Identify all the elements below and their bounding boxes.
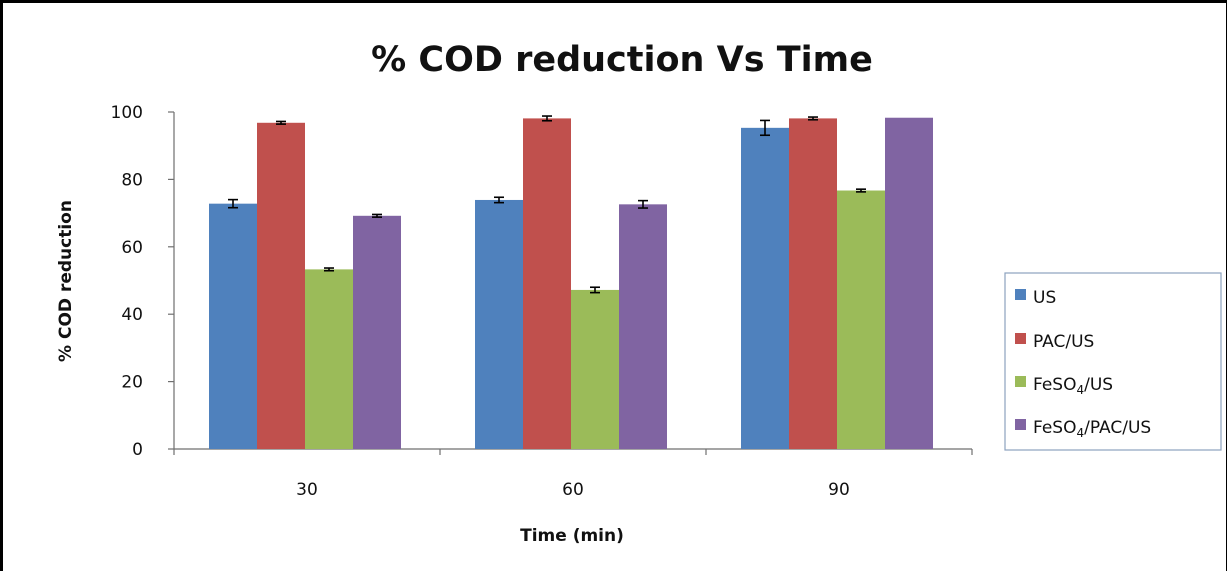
y-tick-label: 0 <box>132 440 143 460</box>
error-bar-feso4-pac-us-60 <box>638 199 648 209</box>
bar-pac-us-60 <box>523 118 571 449</box>
y-tick-label: 60 <box>121 238 143 258</box>
y-tick-label: 100 <box>111 103 143 123</box>
legend-swatch <box>1015 289 1026 300</box>
x-tick-label: 60 <box>562 480 584 500</box>
bars <box>209 117 933 450</box>
legend-swatch <box>1015 376 1026 387</box>
legend-label: FeSO4/PAC/US <box>1033 418 1151 440</box>
error-bar-us-60 <box>494 196 504 204</box>
y-axis: 0 20 40 60 80 100 <box>111 103 175 460</box>
x-tick-label: 30 <box>296 480 318 500</box>
legend: US PAC/US FeSO4/US FeSO4/PAC/US <box>1004 272 1222 451</box>
legend-box <box>1004 272 1222 451</box>
error-bar-feso4-us-90 <box>856 188 866 193</box>
error-bar-pac-us-30 <box>276 120 286 125</box>
y-tick-label: 20 <box>121 373 143 393</box>
error-bar-us-90 <box>760 119 770 137</box>
bar-feso4-us-60 <box>571 289 619 449</box>
legend-item-us: US <box>1015 288 1056 308</box>
legend-label: PAC/US <box>1033 332 1094 352</box>
legend-item-feso4-pac-us: FeSO4/PAC/US <box>1015 418 1151 440</box>
chart-title: % COD reduction Vs Time <box>371 40 873 80</box>
bar-feso4-us-90 <box>837 190 885 449</box>
x-axis: 30 60 90 <box>173 448 973 500</box>
legend-item-feso4-us: FeSO4/US <box>1015 375 1113 397</box>
bar-feso4-us-30 <box>305 269 353 449</box>
bar-feso4-pac-us-60 <box>619 204 667 449</box>
bar-us-60 <box>475 199 523 449</box>
error-bar-feso4-us-60 <box>590 286 600 294</box>
legend-swatch <box>1015 333 1026 344</box>
bar-feso4-pac-us-90 <box>885 117 933 449</box>
legend-label: US <box>1033 288 1056 308</box>
legend-swatch <box>1015 419 1026 430</box>
bar-feso4-pac-us-30 <box>353 215 401 449</box>
bar-pac-us-90 <box>789 118 837 449</box>
bar-us-30 <box>209 203 257 449</box>
error-bar-pac-us-60 <box>542 115 552 122</box>
error-bar-feso4-pac-us-30 <box>372 213 382 218</box>
error-bar-pac-us-90 <box>808 116 818 121</box>
y-tick-label: 40 <box>121 305 143 325</box>
error-bars <box>228 115 866 294</box>
x-tick-label: 90 <box>828 480 850 500</box>
x-axis-title: Time (min) <box>520 526 624 546</box>
legend-item-pac-us: PAC/US <box>1015 332 1094 352</box>
legend-label: FeSO4/US <box>1033 375 1113 397</box>
y-axis-title: % COD reduction <box>56 200 76 362</box>
error-bar-us-30 <box>228 198 238 209</box>
error-bar-feso4-us-30 <box>324 267 334 272</box>
bar-us-90 <box>741 127 789 450</box>
y-tick-label: 80 <box>121 170 143 190</box>
bar-pac-us-30 <box>257 122 305 449</box>
